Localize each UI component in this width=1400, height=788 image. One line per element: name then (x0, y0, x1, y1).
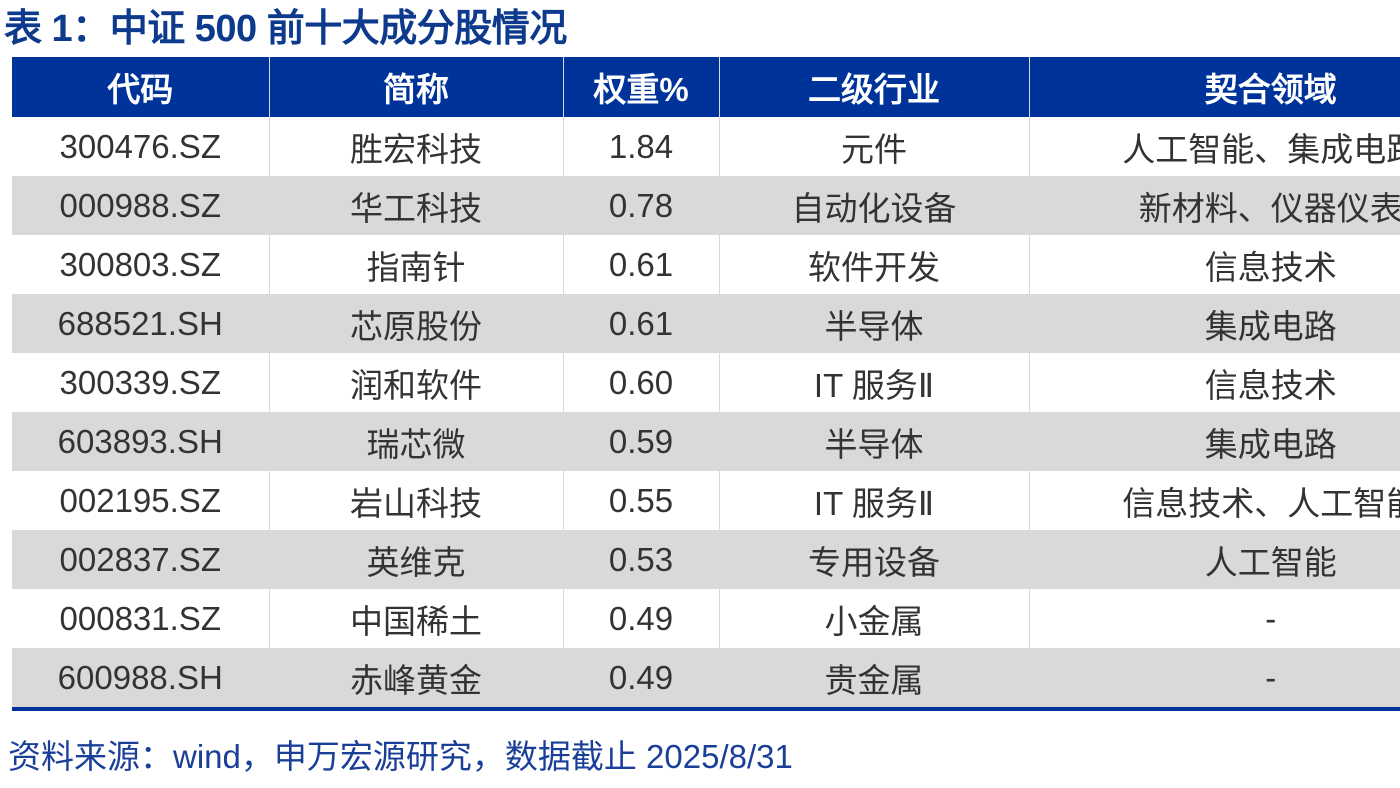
cell-domain: 集成电路 (1028, 412, 1400, 471)
cell-name: 赤峰黄金 (268, 648, 563, 711)
constituents-table: 代码 简称 权重% 二级行业 契合领域 300476.SZ 胜宏科技 1.84 … (12, 57, 1400, 711)
cell-name: 指南针 (268, 235, 563, 294)
cell-code: 300803.SZ (59, 245, 221, 283)
table-row: 600988.SH 赤峰黄金 0.49 贵金属 - (12, 648, 1400, 711)
cell-industry: 专用设备 (718, 530, 1029, 589)
cell-name: 中国稀土 (268, 589, 563, 648)
cell-code: 603893.SH (12, 412, 269, 471)
cell-code: 002195.SZ (59, 481, 221, 519)
cell-domain: 信息技术 (1028, 353, 1400, 412)
table-row: 300803.SZ 指南针 0.61 软件开发 信息技术 (12, 235, 1400, 294)
cell-name: 芯原股份 (268, 294, 563, 353)
cell-code: 600988.SH (12, 648, 269, 711)
cell-weight: 0.59 (562, 412, 719, 471)
cell-weight: 0.49 (562, 648, 719, 711)
cell-code: 002837.SZ (12, 530, 269, 589)
cell-name: 润和软件 (268, 353, 563, 412)
cell-industry: 元件 (718, 117, 1029, 176)
cell-industry: 软件开发 (718, 235, 1029, 294)
cell-code: 300476.SZ (59, 127, 221, 165)
table-row: 688521.SH 芯原股份 0.61 半导体 集成电路 (12, 294, 1400, 353)
table-title: 表 1：中证 500 前十大成分股情况 (4, 8, 567, 50)
cell-weight: 0.53 (562, 530, 719, 589)
table-header-row: 代码 简称 权重% 二级行业 契合领域 (12, 57, 1400, 117)
header-domain: 契合领域 (1028, 57, 1400, 117)
cell-weight: 0.60 (562, 353, 719, 412)
cell-industry: 半导体 (718, 412, 1029, 471)
cell-industry: 贵金属 (718, 648, 1029, 711)
cell-weight: 0.61 (562, 235, 719, 294)
cell-industry: 自动化设备 (718, 176, 1029, 235)
cell-weight: 0.61 (562, 294, 719, 353)
cell-code: 000988.SZ (12, 176, 269, 235)
cell-code: 000831.SZ (59, 599, 221, 637)
table-row: 000831.SZ 中国稀土 0.49 小金属 - (12, 589, 1400, 648)
cell-industry: 半导体 (718, 294, 1029, 353)
cell-name: 胜宏科技 (268, 117, 563, 176)
cell-domain: 人工智能 (1028, 530, 1400, 589)
header-name: 简称 (268, 57, 563, 117)
table-row: 002837.SZ 英维克 0.53 专用设备 人工智能 (12, 530, 1400, 589)
cell-name: 英维克 (268, 530, 563, 589)
header-code: 代码 (12, 57, 269, 117)
cell-domain: 集成电路 (1028, 294, 1400, 353)
header-weight: 权重% (562, 57, 719, 117)
table-row: 300476.SZ 胜宏科技 1.84 元件 人工智能、集成电路 (12, 117, 1400, 176)
cell-domain: 新材料、仪器仪表 (1028, 176, 1400, 235)
cell-name: 岩山科技 (268, 471, 563, 530)
table-row: 300339.SZ 润和软件 0.60 IT 服务Ⅱ 信息技术 (12, 353, 1400, 412)
cell-weight: 0.78 (562, 176, 719, 235)
table-row: 603893.SH 瑞芯微 0.59 半导体 集成电路 (12, 412, 1400, 471)
source-note: 资料来源：wind，申万宏源研究，数据截止 2025/8/31 (8, 738, 793, 775)
cell-domain: 信息技术 (1028, 235, 1400, 294)
cell-industry: IT 服务Ⅱ (718, 353, 1029, 412)
cell-industry: IT 服务Ⅱ (718, 471, 1029, 530)
cell-code: 688521.SH (12, 294, 269, 353)
table-row: 000988.SZ 华工科技 0.78 自动化设备 新材料、仪器仪表 (12, 176, 1400, 235)
cell-name: 瑞芯微 (268, 412, 563, 471)
cell-weight: 0.55 (562, 471, 719, 530)
header-industry: 二级行业 (718, 57, 1029, 117)
cell-domain: 人工智能、集成电路 (1028, 117, 1400, 176)
cell-weight: 1.84 (562, 117, 719, 176)
cell-domain: - (1028, 589, 1400, 648)
cell-domain: - (1028, 648, 1400, 711)
cell-name: 华工科技 (268, 176, 563, 235)
cell-industry: 小金属 (718, 589, 1029, 648)
cell-code: 300339.SZ (59, 363, 221, 401)
table-row: 002195.SZ 岩山科技 0.55 IT 服务Ⅱ 信息技术、人工智能 (12, 471, 1400, 530)
cell-domain: 信息技术、人工智能 (1028, 471, 1400, 530)
cell-weight: 0.49 (562, 589, 719, 648)
